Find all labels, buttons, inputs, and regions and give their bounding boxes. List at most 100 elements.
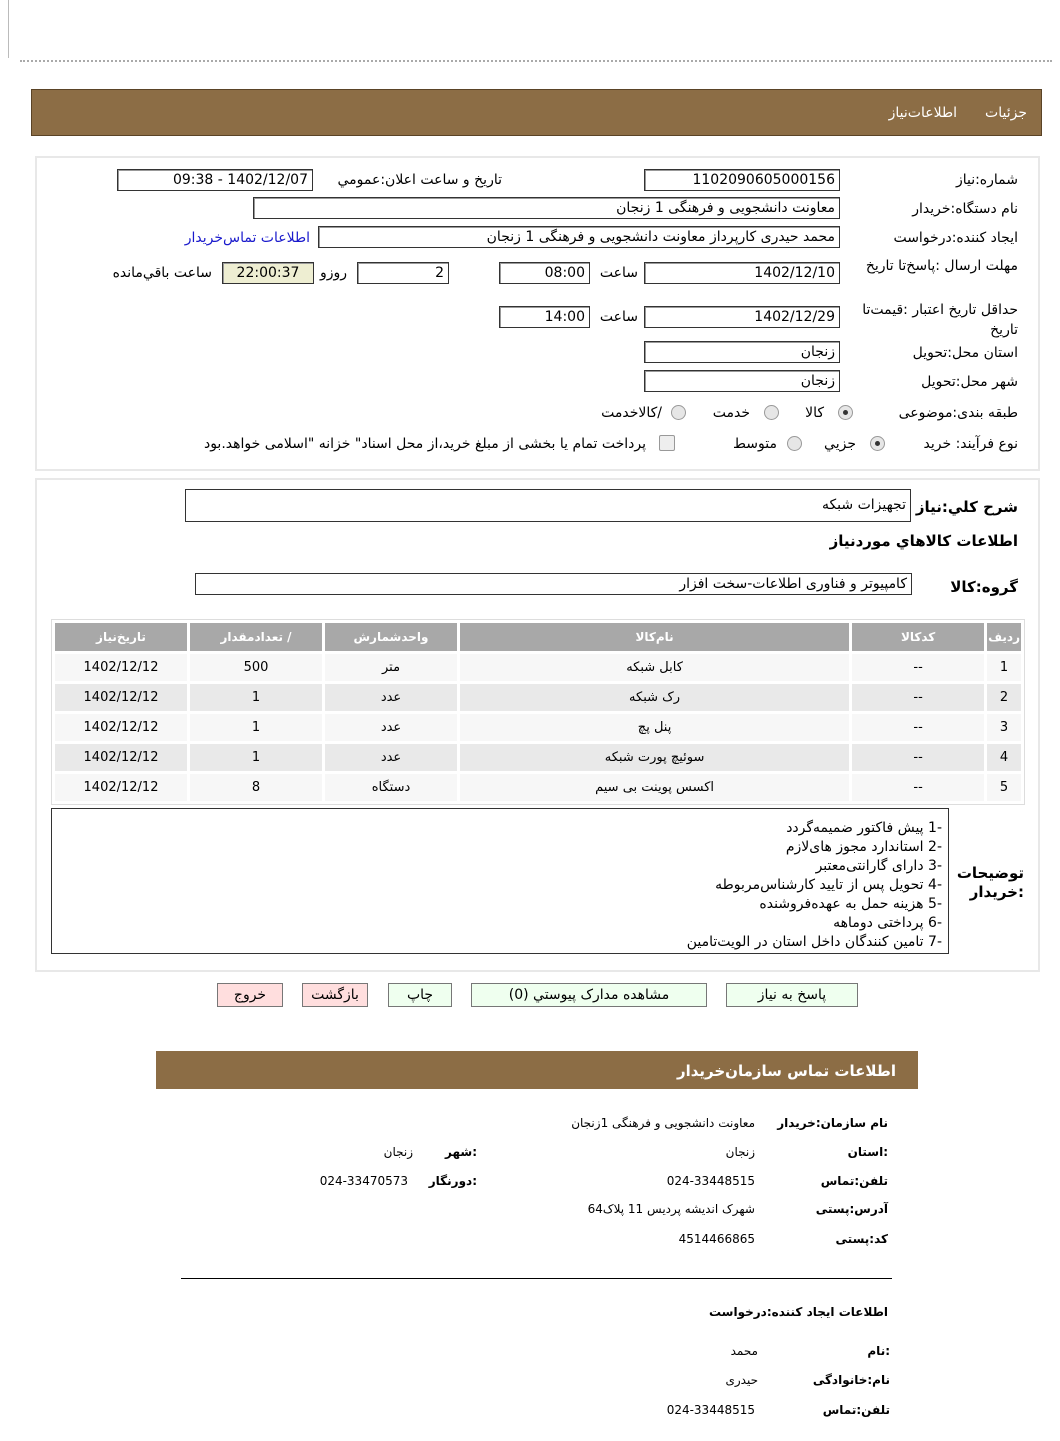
province-value-c: زنجان — [725, 1145, 755, 1159]
summary-label: شرح کلي:نیاز — [915, 498, 1018, 516]
deadline-date-field[interactable]: 1402/12/10 — [644, 262, 840, 284]
col-unit: واحدشمارش — [325, 623, 457, 651]
item-name-cell: سوئیچ پورت شبکه — [460, 744, 850, 771]
need-number-field[interactable]: 1102090605000156 — [644, 169, 840, 191]
category-service-radio[interactable] — [764, 405, 779, 420]
fax-value: 024-33470573 — [319, 1174, 408, 1188]
table-row: 3 -- پنل پچ عدد 1 1402/12/12 — [55, 714, 1021, 741]
note-line: -2 استاندارد مجوز های‌لازم — [785, 839, 942, 855]
days-field[interactable]: 2 — [357, 262, 449, 284]
phone-value: 024-33448515 — [666, 1174, 755, 1188]
category-goods-label: کالا — [805, 405, 824, 421]
days-label: روزو — [319, 265, 347, 281]
dotted-divider — [20, 60, 1052, 62]
quantity-cell: 8 — [190, 774, 322, 801]
creator-label: ایجاد کننده:درخواست — [893, 230, 1018, 246]
remaining-label: ساعت باقي‌مانده — [112, 265, 212, 281]
buyer-contact-link[interactable]: اطلاعات تماس‌خریدار — [184, 230, 310, 246]
need-number-label: شماره:نیاز — [955, 172, 1018, 188]
contact-title: اطلاعات تماس سازمان‌خریدار — [676, 1062, 896, 1080]
item-name-cell: رک شبکه — [460, 684, 850, 711]
item-code-cell: -- — [852, 684, 985, 711]
category-service-label: خدمت — [712, 405, 750, 421]
validity-date-field[interactable]: 1402/12/29 — [644, 306, 840, 328]
buyer-org-label: نام دستگاه:خریدار — [912, 201, 1018, 217]
print-button[interactable]: چاپ — [388, 983, 452, 1007]
note-line: -5 هزینه حمل به عهده‌فروشنده — [759, 896, 942, 912]
category-goods-radio[interactable] — [838, 405, 853, 420]
contact-header: اطلاعات تماس سازمان‌خریدار — [156, 1051, 918, 1089]
page-edge-line — [8, 0, 9, 58]
row-number-cell: 5 — [987, 774, 1021, 801]
creator-phone-value: 024-33448515 — [666, 1403, 755, 1417]
treasury-payment-checkbox[interactable] — [659, 435, 675, 451]
deadline-time-field[interactable]: 08:00 — [499, 262, 590, 284]
announce-label: تاریخ و ساعت اعلان:عمومي — [337, 172, 502, 188]
city-label: شهر محل:تحویل — [921, 374, 1018, 390]
row-number-cell: 4 — [987, 744, 1021, 771]
exit-button[interactable]: خروج — [217, 983, 283, 1007]
org-value: معاونت دانشجویی و فرهنگی 1زنجان — [571, 1116, 755, 1130]
province-label: استان محل:تحویل — [912, 345, 1018, 361]
validity-time-field[interactable]: 14:00 — [499, 306, 590, 328]
col-code: کدکالا — [852, 623, 985, 651]
item-code-cell: -- — [852, 744, 985, 771]
attachments-button[interactable]: مشاهده مدارک پیوستي (0) — [471, 983, 707, 1007]
creator-phone-label: تلفن:تماس — [822, 1403, 890, 1417]
table-row: 2 -- رک شبکه عدد 1 1402/12/12 — [55, 684, 1021, 711]
col-name: نام‌کالا — [460, 623, 850, 651]
need-date-cell: 1402/12/12 — [55, 774, 187, 801]
note-line: -4 تحویل پس از تایید کارشناس‌مربوطه — [715, 877, 942, 893]
goods-title: اطلاعات کالاهاي موردنیاز — [829, 532, 1018, 550]
row-number-cell: 2 — [987, 684, 1021, 711]
process-small-radio[interactable] — [870, 436, 885, 451]
validity-label: حداقل تاریخ اعتبار :قیمت‌تا تاریخ — [862, 302, 1018, 338]
fax-label: :دورنگار — [428, 1174, 477, 1188]
city-field[interactable]: زنجان — [644, 370, 840, 392]
unit-cell: دستگاه — [325, 774, 457, 801]
province-field[interactable]: زنجان — [644, 341, 840, 363]
deadline-label: مهلت ارسال :پاسخ‌تا تاریخ — [865, 258, 1018, 274]
remaining-time-field: 22:00:37 — [222, 262, 314, 284]
group-label: گروه:کالا — [950, 578, 1018, 596]
category-both-radio[interactable] — [671, 405, 686, 420]
unit-cell: عدد — [325, 684, 457, 711]
creator-field[interactable]: محمد حیدری کارپرداز معاونت دانشجویی و فر… — [318, 226, 840, 248]
item-code-cell: -- — [852, 654, 985, 681]
notes-label: توضیحات :خریدار — [956, 864, 1024, 901]
note-line: -7 تامین کنندگان داخل استان در الویت‌تام… — [686, 934, 942, 950]
quantity-cell: 1 — [190, 684, 322, 711]
phone-label: تلفن:تماس — [820, 1174, 888, 1188]
back-button[interactable]: بازگشت — [302, 983, 368, 1007]
tab-need-info[interactable]: اطلاعات‌نیاز — [888, 105, 957, 121]
item-code-cell: -- — [852, 774, 985, 801]
address-value: شهرک اندیشه پردیس 11 پلاک64 — [587, 1202, 755, 1216]
family-value: حیدری — [725, 1373, 758, 1387]
family-label: نام:خانوادگی — [812, 1373, 890, 1387]
goods-table-wrap: ردیف کدکالا نام‌کالا واحدشمارش / تعدادمق… — [51, 619, 1025, 805]
process-medium-label: متوسط — [733, 436, 777, 452]
item-name-cell: کابل شبکه — [460, 654, 850, 681]
note-line: -6 پرداختی دوماهه — [833, 915, 942, 931]
row-number-cell: 1 — [987, 654, 1021, 681]
group-field: کامپیوتر و فناوری اطلاعات-سخت افزار — [195, 573, 912, 595]
buyer-org-field[interactable]: معاونت دانشجویی و فرهنگی 1 زنجان — [253, 197, 840, 219]
city-label-c: :شهر — [445, 1145, 477, 1159]
unit-cell: عدد — [325, 714, 457, 741]
process-medium-radio[interactable] — [787, 436, 802, 451]
announce-field[interactable]: 1402/12/07 - 09:38 — [117, 169, 313, 191]
category-label: طبقه بندی:موضوعی — [898, 405, 1018, 421]
tab-details[interactable]: جزئیات — [985, 105, 1027, 121]
table-row: 5 -- اکسس پوینت بی سیم دستگاه 8 1402/12/12 — [55, 774, 1021, 801]
goods-table: ردیف کدکالا نام‌کالا واحدشمارش / تعدادمق… — [52, 620, 1024, 804]
category-both-label: /کالاخدمت — [601, 405, 662, 421]
reply-button[interactable]: پاسخ به نیاز — [726, 983, 858, 1007]
row-number-cell: 3 — [987, 714, 1021, 741]
contact-divider — [181, 1278, 892, 1279]
deadline-time-label: ساعت — [599, 265, 638, 281]
note-line: -1 پیش فاکتور ضمیمه‌گردد — [786, 820, 942, 836]
payment-note: پرداخت تمام یا بخشی از مبلغ خرید،از محل … — [203, 436, 646, 452]
summary-field: تجهیزات شبکه — [185, 489, 911, 522]
postal-value: 4514466865 — [678, 1232, 755, 1246]
item-code-cell: -- — [852, 714, 985, 741]
